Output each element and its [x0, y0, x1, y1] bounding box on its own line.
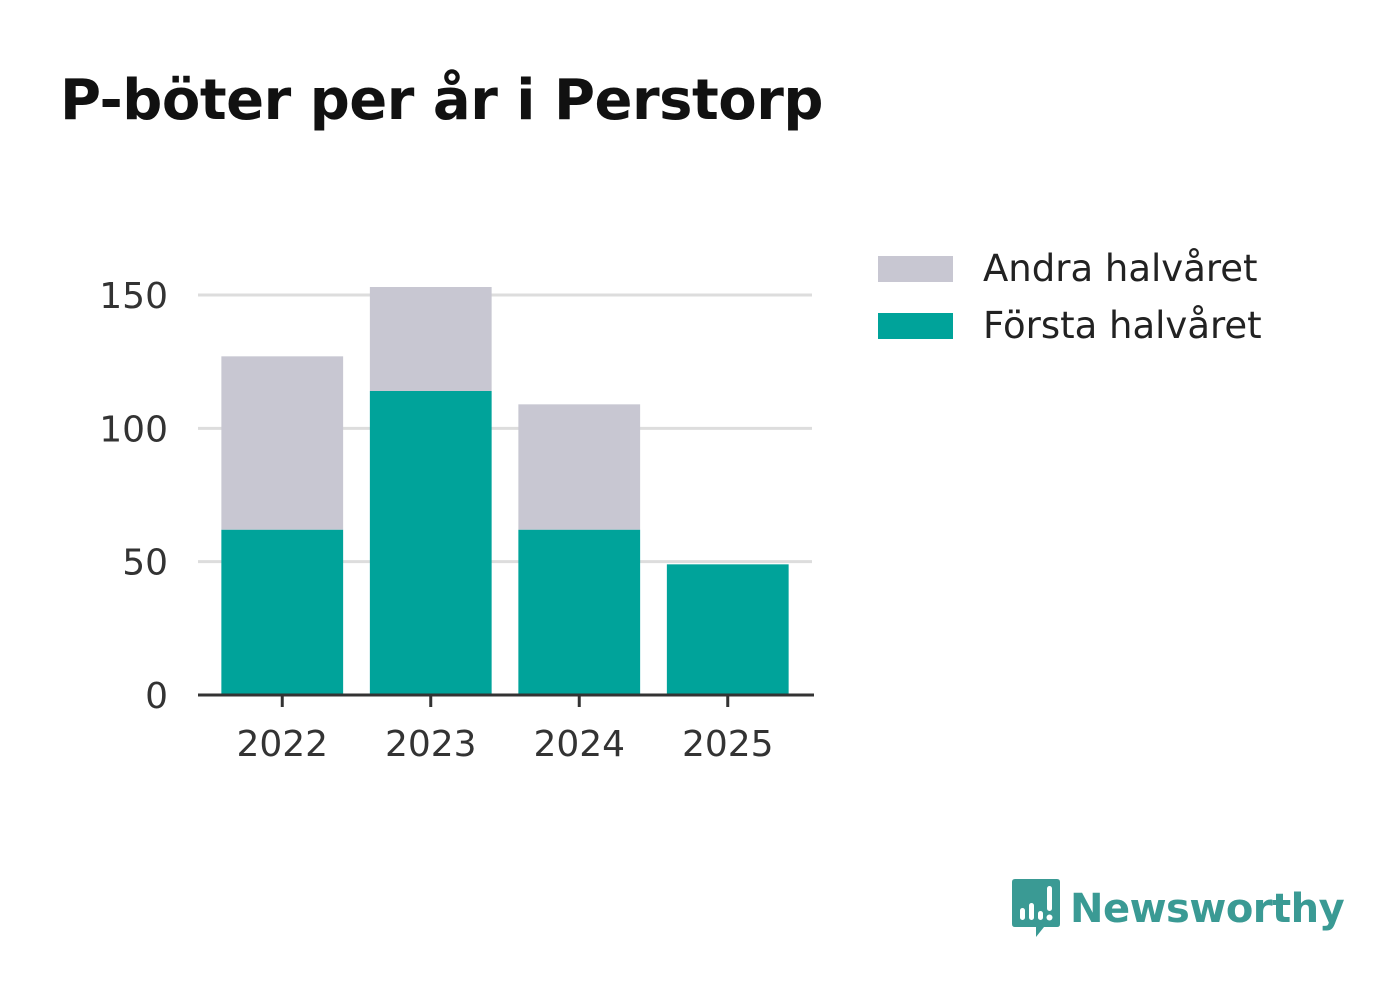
- legend-swatch: [878, 255, 953, 282]
- y-tick-label: 100: [99, 409, 168, 450]
- bar-segment-2025-forsta: [666, 564, 789, 695]
- legend-swatch: [878, 312, 953, 339]
- y-tick-label: 150: [99, 276, 168, 317]
- bar-segment-2022-andra: [221, 356, 344, 530]
- legend-label: Första halvåret: [983, 304, 1262, 347]
- bar-segment-2022-forsta: [221, 529, 344, 695]
- x-tick-label: 2022: [236, 724, 328, 765]
- legend-label: Andra halvåret: [983, 247, 1258, 290]
- x-tick-label: 2024: [533, 724, 625, 765]
- brand-logo: Newsworthy: [1010, 878, 1345, 940]
- bar-segment-2023-andra: [369, 287, 492, 391]
- y-tick-label: 50: [122, 543, 168, 584]
- x-tick-label: 2023: [385, 724, 477, 765]
- x-tick-label: 2025: [682, 724, 774, 765]
- chart-title: P-böter per år i Perstorp: [60, 68, 823, 133]
- bars: [221, 287, 789, 695]
- legend-item-andra-halvaret: Andra halvåret: [878, 240, 1262, 297]
- y-tick-label: 0: [145, 676, 168, 717]
- bar-segment-2023-forsta: [369, 391, 492, 695]
- bar-segment-2024-andra: [518, 404, 641, 530]
- axes: 0 50 100 150 2022 2023 2024 2025: [99, 276, 814, 765]
- legend-item-forsta-halvaret: Första halvåret: [878, 297, 1262, 354]
- legend: Andra halvåret Första halvåret: [878, 240, 1262, 354]
- newsworthy-logo-icon: [1012, 879, 1060, 937]
- bar-segment-2024-forsta: [518, 529, 641, 695]
- brand-name: Newsworthy: [1070, 886, 1345, 932]
